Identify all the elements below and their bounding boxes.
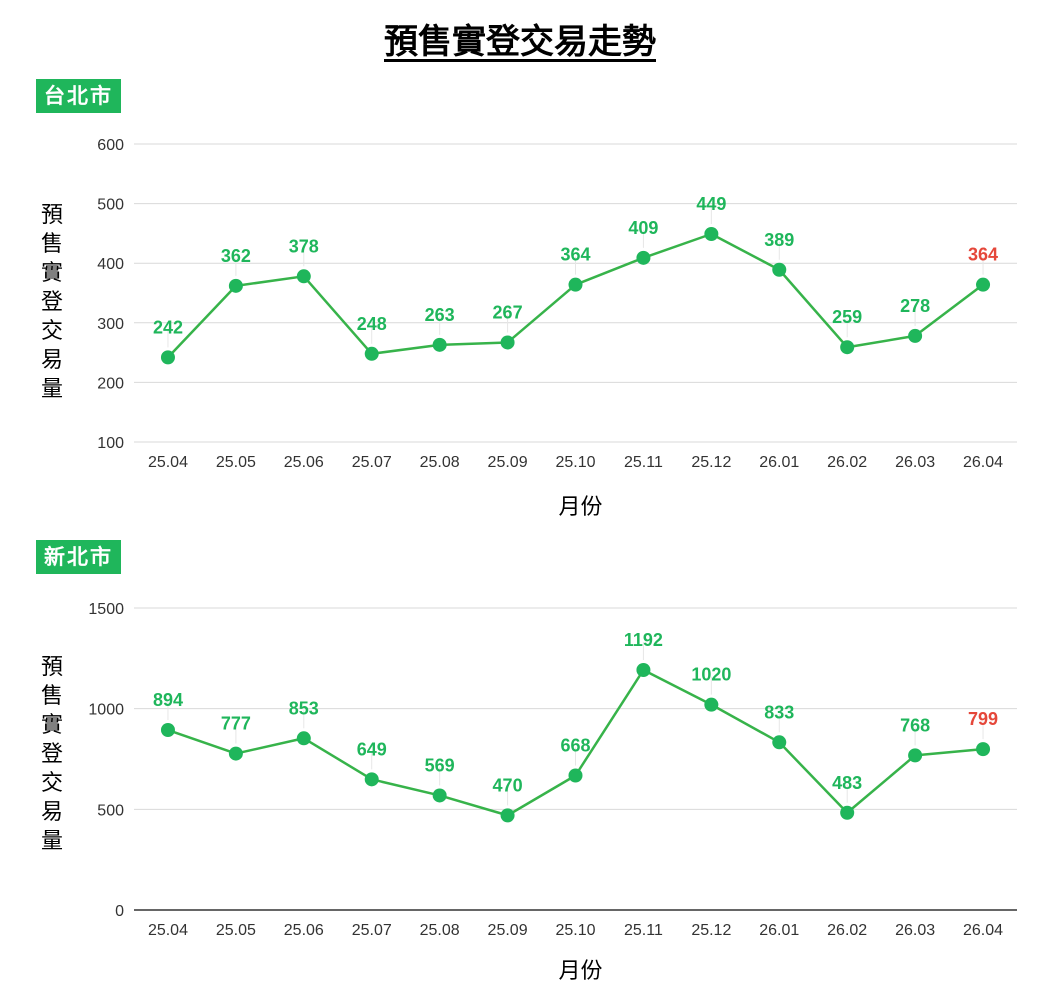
data-point bbox=[976, 277, 991, 292]
data-point bbox=[364, 346, 379, 361]
y-axis-title: 預售實登交易量 bbox=[41, 202, 63, 401]
y-tick-label: 1000 bbox=[88, 702, 124, 719]
data-label: 364 bbox=[968, 245, 998, 265]
data-point bbox=[160, 723, 175, 738]
data-point bbox=[704, 697, 719, 712]
x-axis-title: 月份 bbox=[558, 958, 602, 983]
x-tick-label: 25.07 bbox=[352, 922, 392, 939]
data-label: 569 bbox=[425, 755, 455, 775]
data-label: 378 bbox=[289, 236, 319, 256]
data-label: 267 bbox=[493, 302, 523, 322]
new-taipei-line-chart: 0 500 1000 1500 25.04 25.05 25.06 25.07 25.08 25.… bbox=[41, 601, 1017, 983]
x-axis-title: 月份 bbox=[558, 494, 602, 519]
data-label: 1020 bbox=[691, 665, 731, 685]
data-label: 263 bbox=[425, 305, 455, 325]
data-point bbox=[908, 748, 923, 763]
data-label: 259 bbox=[832, 307, 862, 327]
x-tick-label: 26.02 bbox=[827, 454, 867, 471]
data-label: 248 bbox=[357, 314, 387, 334]
y-tick-label: 500 bbox=[97, 197, 124, 214]
data-point bbox=[568, 768, 583, 783]
data-point bbox=[228, 746, 243, 761]
y-tick-label: 500 bbox=[97, 802, 124, 819]
y-tick-label: 400 bbox=[97, 256, 124, 273]
x-tick-label: 25.04 bbox=[148, 454, 188, 471]
page-title: 預售實登交易走勢 bbox=[384, 22, 656, 62]
data-point bbox=[976, 742, 991, 757]
x-tick-label: 25.05 bbox=[216, 454, 256, 471]
x-tick-label: 26.04 bbox=[963, 922, 1003, 939]
x-tick-label: 25.04 bbox=[148, 922, 188, 939]
x-tick-label: 26.02 bbox=[827, 922, 867, 939]
x-tick-label: 25.08 bbox=[420, 922, 460, 939]
data-point bbox=[160, 350, 175, 365]
data-point bbox=[228, 278, 243, 293]
y-tick-label: 0 bbox=[115, 903, 124, 920]
x-tick-label: 25.06 bbox=[284, 922, 324, 939]
data-label: 833 bbox=[764, 702, 794, 722]
data-label: 668 bbox=[560, 736, 590, 756]
x-tick-label: 26.04 bbox=[963, 454, 1003, 471]
data-point bbox=[364, 772, 379, 787]
data-point bbox=[296, 731, 311, 746]
data-label: 364 bbox=[560, 245, 590, 265]
y-tick-label: 1500 bbox=[88, 601, 124, 618]
y-tick-label: 600 bbox=[97, 137, 124, 154]
data-point bbox=[772, 262, 787, 277]
data-label: 483 bbox=[832, 773, 862, 793]
region-badge-new-taipei: 新北市 bbox=[36, 540, 121, 574]
x-tick-label: 26.01 bbox=[759, 454, 799, 471]
x-tick-label: 25.05 bbox=[216, 922, 256, 939]
x-tick-label: 26.01 bbox=[759, 922, 799, 939]
data-point bbox=[704, 226, 719, 241]
data-label: 470 bbox=[493, 775, 523, 795]
data-label: 777 bbox=[221, 714, 251, 734]
data-point bbox=[772, 735, 787, 750]
y-tick-label: 100 bbox=[97, 435, 124, 452]
data-label: 409 bbox=[628, 218, 658, 238]
data-label: 389 bbox=[764, 230, 794, 250]
data-label: 768 bbox=[900, 715, 930, 735]
region-badge-taipei: 台北市 bbox=[36, 79, 121, 113]
x-tick-label: 25.10 bbox=[555, 922, 595, 939]
x-tick-label: 25.08 bbox=[420, 454, 460, 471]
data-point bbox=[840, 805, 855, 820]
x-tick-label: 26.03 bbox=[895, 922, 935, 939]
data-point bbox=[636, 663, 651, 678]
data-label: 649 bbox=[357, 739, 387, 759]
data-point bbox=[568, 277, 583, 292]
data-label: 242 bbox=[153, 317, 183, 337]
data-label: 1192 bbox=[624, 630, 663, 650]
x-tick-label: 25.10 bbox=[555, 454, 595, 471]
x-tick-label: 25.09 bbox=[488, 454, 528, 471]
data-point bbox=[432, 788, 447, 803]
y-tick-label: 200 bbox=[97, 375, 124, 392]
y-axis-title: 預售實登交易量 bbox=[41, 654, 63, 853]
data-point bbox=[296, 269, 311, 284]
x-tick-label: 25.07 bbox=[352, 454, 392, 471]
data-point bbox=[500, 808, 515, 823]
x-tick-label: 25.12 bbox=[691, 922, 731, 939]
data-label: 362 bbox=[221, 246, 251, 266]
data-point bbox=[432, 337, 447, 352]
data-label: 278 bbox=[900, 296, 930, 316]
data-point bbox=[500, 335, 515, 350]
x-tick-label: 25.09 bbox=[488, 922, 528, 939]
x-tick-label: 26.03 bbox=[895, 454, 935, 471]
data-point bbox=[840, 340, 855, 355]
data-label: 449 bbox=[696, 194, 726, 214]
x-tick-label: 25.12 bbox=[691, 454, 731, 471]
data-point bbox=[636, 250, 651, 265]
y-tick-label: 300 bbox=[97, 316, 124, 333]
x-tick-label: 25.11 bbox=[624, 922, 663, 939]
data-label: 853 bbox=[289, 698, 319, 718]
data-label: 799 bbox=[968, 709, 998, 729]
x-tick-label: 25.11 bbox=[624, 454, 663, 471]
data-label: 894 bbox=[153, 690, 183, 710]
x-tick-label: 25.06 bbox=[284, 454, 324, 471]
data-point bbox=[908, 328, 923, 343]
taipei-line-chart: 100 200 300 400 500 600 25.04 25.05 25.06 25.07 25… bbox=[41, 137, 1017, 519]
